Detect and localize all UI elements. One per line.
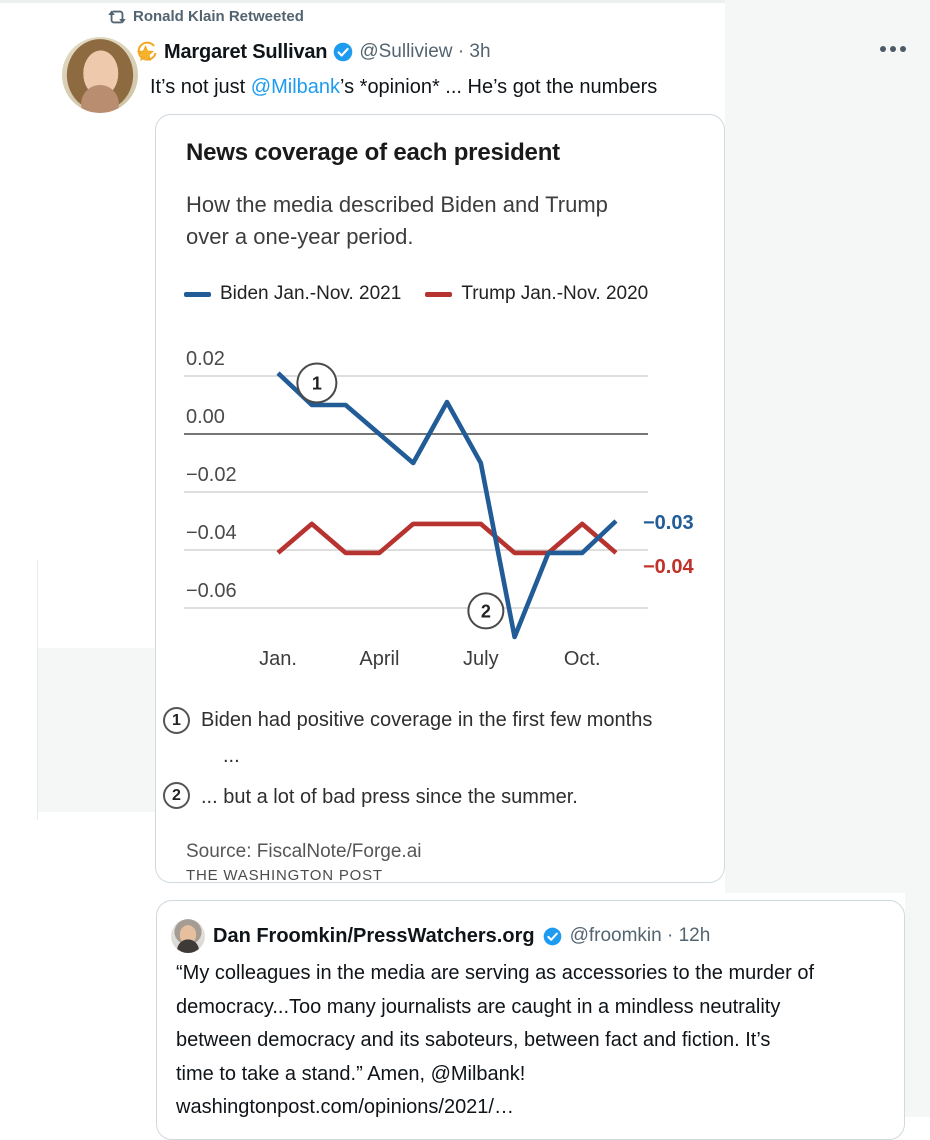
dizzy-star-emoji-icon	[137, 41, 157, 62]
y-tick-label: −0.02	[186, 464, 237, 486]
avatar-margaret-sullivan[interactable]	[62, 37, 138, 113]
more-menu-button[interactable]	[880, 46, 906, 52]
y-tick-label: 0.00	[186, 406, 225, 428]
user-handle[interactable]: @Sulliview · 3h	[359, 41, 491, 62]
trump-end-value-label: −0.04	[643, 556, 694, 578]
quoted-timestamp: 12h	[678, 925, 711, 946]
quoted-tweet-card[interactable]: Dan Froomkin/PressWatchers.org @froomkin…	[156, 900, 905, 1140]
callout-1-circle: 1	[163, 707, 190, 734]
tweet-text: It’s not just @Milbank’s *opinion* ... H…	[150, 76, 658, 98]
quoted-verified-badge-icon	[543, 927, 561, 945]
avatar-dan-froomkin[interactable]	[171, 919, 205, 953]
retweet-banner-label[interactable]: Ronald Klain Retweeted	[133, 8, 304, 25]
callout-1-ellipsis: ...	[223, 745, 240, 767]
svg-text:Oct.: Oct.	[564, 648, 601, 670]
right-gray-background-lower	[905, 893, 930, 1117]
y-tick-label: −0.06	[186, 580, 237, 602]
retweet-icon	[108, 10, 126, 24]
trump-line-swatch	[425, 291, 453, 297]
left-gray-background	[38, 648, 155, 812]
y-tick-label: −0.04	[186, 522, 237, 544]
callout-1-text: Biden had positive coverage in the first…	[201, 709, 653, 731]
legend-item-biden: Biden Jan.-Nov. 2021	[184, 283, 401, 305]
page-top-edge	[0, 0, 930, 3]
verified-badge-icon	[334, 42, 353, 62]
quoted-tweet-header: Dan Froomkin/PressWatchers.org @froomkin…	[171, 919, 710, 953]
svg-text:April: April	[359, 648, 399, 670]
y-tick-label: 0.02	[186, 348, 225, 370]
tweet-header: Margaret Sullivan @Sulliview · 3h	[134, 40, 491, 64]
quoted-user-handle: @froomkin · 12h	[569, 925, 711, 946]
right-gray-background	[725, 0, 930, 893]
svg-text:July: July	[463, 648, 499, 670]
chart-source: Source: FiscalNote/Forge.ai	[186, 841, 422, 862]
mention-link[interactable]: @Milbank	[250, 76, 341, 98]
callout-2-circle: 2	[163, 782, 190, 809]
left-divider-line	[37, 560, 38, 820]
legend-item-trump: Trump Jan.-Nov. 2020	[425, 283, 648, 305]
svg-text:1: 1	[312, 373, 322, 393]
chart-legend: Biden Jan.-Nov. 2021 Trump Jan.-Nov. 202…	[184, 283, 648, 305]
quoted-display-name[interactable]: Dan Froomkin/PressWatchers.org	[213, 924, 535, 947]
line-chart-plot: 1 2 Jan. April July Oct.	[184, 362, 648, 670]
biden-line-swatch	[184, 291, 211, 297]
biden-end-value-label: −0.03	[643, 512, 694, 534]
quoted-tweet-text: “My colleagues in the media are serving …	[176, 962, 815, 1118]
chart-subtitle: How the media described Biden and Trump …	[186, 192, 608, 249]
svg-text:Jan.: Jan.	[259, 648, 297, 670]
chart-image-card[interactable]: News coverage of each president How the …	[155, 114, 725, 883]
chart-credit: THE WASHINGTON POST	[186, 867, 383, 883]
svg-text:2: 2	[481, 601, 491, 621]
callout-2-text: ... but a lot of bad press since the sum…	[201, 786, 578, 808]
timestamp: 3h	[469, 41, 491, 62]
display-name[interactable]: Margaret Sullivan	[164, 40, 328, 63]
chart-title: News coverage of each president	[186, 139, 560, 166]
